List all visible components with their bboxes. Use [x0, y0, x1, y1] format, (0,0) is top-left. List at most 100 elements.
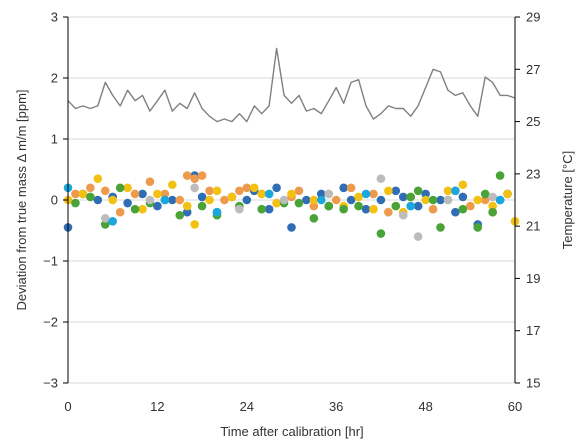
temperature-line [67, 47, 516, 123]
data-point-blue [302, 195, 311, 205]
data-point-green [480, 189, 490, 199]
data-point-yellow [443, 186, 453, 196]
data-point-blue [168, 195, 177, 205]
data-point-blue [436, 195, 445, 205]
data-point-yellow [182, 201, 192, 211]
data-point-cyan [495, 195, 505, 205]
data-point-yellow [369, 204, 378, 214]
y2-tick-label: 19 [526, 271, 540, 286]
data-point-yellow [138, 204, 147, 214]
y-tick-label: 1 [51, 132, 58, 147]
data-point-green [86, 192, 95, 202]
data-point-green [495, 171, 505, 180]
y2-tick-label: 29 [526, 10, 540, 25]
y2-tick-label: 25 [526, 114, 540, 129]
x-tick-label: 60 [508, 399, 522, 414]
data-point-orange [331, 195, 341, 205]
data-point-yellow [257, 189, 267, 199]
data-point-yellow [78, 189, 88, 199]
data-point-orange [71, 189, 80, 199]
y2-tick-label: 17 [526, 323, 540, 338]
data-point-yellow [503, 189, 512, 199]
data-point-blue [398, 192, 408, 202]
data-point-cyan [406, 201, 416, 211]
data-point-yellow [227, 192, 237, 202]
data-point-green [175, 210, 185, 220]
x-tick-label: 0 [64, 399, 71, 414]
y-tick-label: 3 [51, 10, 58, 25]
y2-tick-label: 23 [526, 166, 540, 181]
data-point-cyan [108, 217, 117, 226]
x-tick-label: 12 [150, 399, 164, 414]
data-point-orange [294, 186, 304, 196]
y2-tick-label: 15 [526, 376, 540, 391]
data-point-yellow [190, 220, 199, 229]
data-point-green [354, 201, 363, 211]
data-point-gray [376, 174, 386, 183]
data-point-green [436, 223, 445, 232]
data-point-blue [339, 183, 348, 193]
data-point-green [115, 183, 125, 193]
data-point-gray [413, 232, 423, 241]
data-point-yellow [287, 189, 296, 199]
data-point-blue [93, 195, 103, 205]
data-point-orange [235, 186, 244, 196]
data-point-gray [279, 195, 289, 205]
y-axis-label: Deviation from true mass Δ m/m [ppm] [14, 89, 29, 310]
data-point-green [309, 214, 319, 223]
data-point-green [473, 223, 483, 232]
data-point-yellow [153, 189, 162, 199]
data-point-blue [197, 192, 207, 202]
data-point-green [458, 204, 468, 214]
data-point-blue [123, 198, 132, 208]
data-point-blue [264, 204, 274, 214]
data-point-orange [160, 189, 170, 199]
data-point-blue [242, 195, 252, 205]
data-point-orange [86, 183, 95, 193]
data-point-green [100, 220, 110, 229]
data-point-blue [376, 195, 386, 205]
data-point-gray [398, 210, 408, 220]
data-point-orange [190, 174, 199, 183]
data-point-yellow [168, 180, 177, 190]
data-point-green [130, 204, 140, 214]
data-point-cyan [160, 195, 170, 205]
data-point-yellow [93, 174, 103, 183]
data-point-blue [287, 223, 296, 232]
data-point-gray [488, 192, 497, 202]
data-point-orange [369, 189, 378, 199]
data-point-orange [145, 177, 155, 186]
data-point-green [339, 204, 348, 214]
data-point-yellow [384, 186, 393, 196]
data-point-orange [115, 207, 125, 217]
data-point-yellow [123, 183, 132, 193]
grid [68, 16, 515, 384]
data-point-orange [220, 195, 229, 205]
data-point-blue [317, 189, 326, 199]
data-point-green [71, 198, 80, 208]
x-axis-label: Time after calibration [hr] [220, 424, 363, 439]
data-point-gray [324, 189, 334, 199]
data-point-gray [145, 195, 155, 205]
data-point-yellow [458, 180, 468, 190]
data-point-yellow [488, 201, 497, 211]
data-points [63, 171, 520, 241]
data-point-blue [361, 204, 371, 214]
y-tick-label: −3 [43, 376, 58, 391]
data-point-orange [205, 186, 214, 196]
data-point-orange [309, 201, 319, 211]
data-point-cyan [212, 207, 222, 217]
y2-tick-label: 27 [526, 62, 540, 77]
data-point-yellow [249, 183, 259, 193]
data-point-blue [153, 201, 162, 211]
y2-tick-label: 21 [526, 219, 540, 234]
data-point-green [413, 186, 423, 196]
data-point-cyan [317, 195, 326, 205]
data-point-gray [235, 204, 244, 214]
data-point-blue [138, 189, 147, 199]
data-point-green [294, 198, 304, 208]
data-point-orange [100, 186, 110, 196]
data-point-yellow [421, 195, 430, 205]
